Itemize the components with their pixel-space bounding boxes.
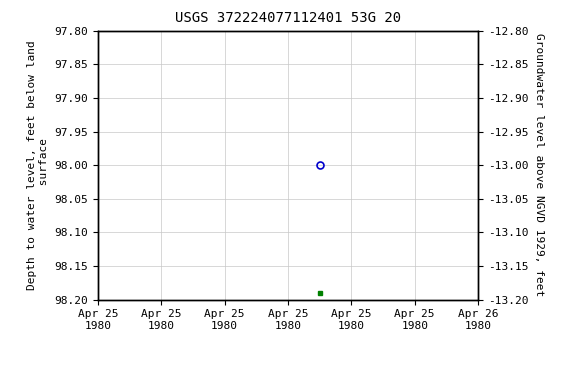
Title: USGS 372224077112401 53G 20: USGS 372224077112401 53G 20 bbox=[175, 12, 401, 25]
Y-axis label: Depth to water level, feet below land
 surface: Depth to water level, feet below land su… bbox=[27, 40, 49, 290]
Y-axis label: Groundwater level above NGVD 1929, feet: Groundwater level above NGVD 1929, feet bbox=[534, 33, 544, 297]
